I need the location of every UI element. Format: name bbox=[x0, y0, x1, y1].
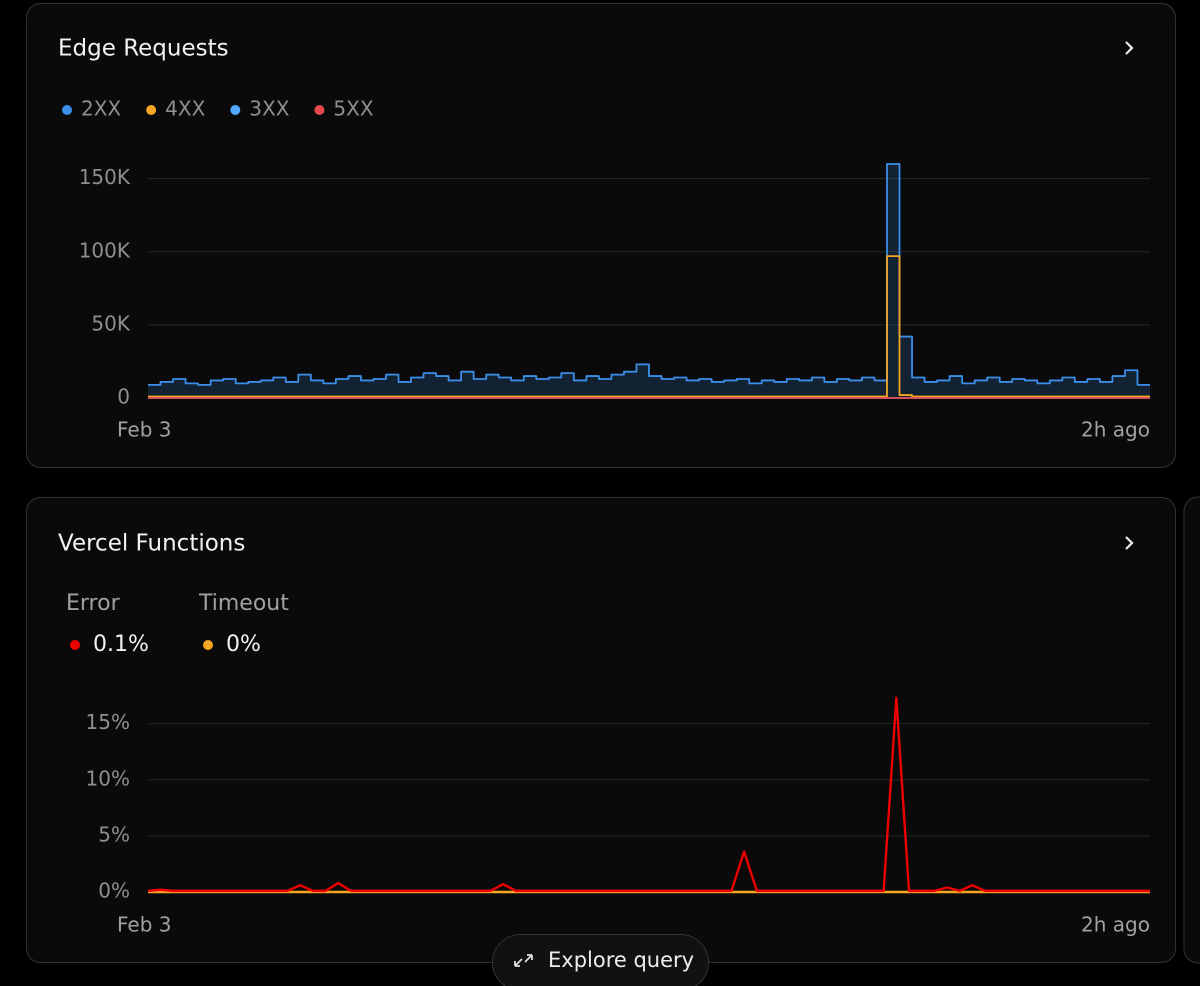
x-tick-label: Feb 3 bbox=[117, 418, 172, 442]
legend-dot bbox=[62, 105, 72, 115]
legend-total: 0% bbox=[226, 632, 261, 657]
y-tick-label: 0% bbox=[98, 879, 130, 903]
legend-dot bbox=[203, 640, 213, 650]
y-tick-label: 100K bbox=[79, 238, 131, 262]
chevron[interactable] bbox=[1125, 536, 1134, 550]
series-line bbox=[148, 255, 1150, 398]
button-bg[interactable] bbox=[492, 934, 709, 986]
y-tick-label: 150K bbox=[79, 165, 131, 189]
card[interactable] bbox=[26, 3, 1176, 468]
next-card bbox=[1183, 496, 1200, 964]
expand-icon bbox=[514, 954, 533, 967]
x-tick-label: 2h ago bbox=[1081, 418, 1150, 442]
legend-label: 2XX bbox=[81, 97, 121, 121]
legend-label: 3XX bbox=[249, 97, 289, 121]
legend-label: 4XX bbox=[165, 97, 205, 121]
legend-dot bbox=[70, 640, 80, 650]
legend-dot bbox=[230, 105, 241, 115]
y-tick-label: 10% bbox=[86, 766, 130, 790]
chart-title: Vercel Functions bbox=[58, 531, 245, 557]
chart-title: Edge Requests bbox=[58, 36, 229, 62]
legend-label: Timeout bbox=[198, 591, 289, 616]
y-tick-label: 0 bbox=[117, 385, 130, 409]
y-tick-label: 5% bbox=[98, 822, 130, 846]
button-label[interactable]: Explore query bbox=[548, 948, 694, 972]
chevron[interactable] bbox=[1125, 41, 1134, 55]
series-line bbox=[148, 163, 1150, 386]
legend-total: 0.1% bbox=[93, 632, 149, 657]
legend-dot bbox=[314, 105, 325, 115]
y-tick-label: 15% bbox=[86, 710, 130, 734]
x-tick-label: Feb 3 bbox=[117, 913, 172, 937]
legend-label: 5XX bbox=[333, 97, 373, 121]
explore-button[interactable]: Explore query bbox=[492, 934, 709, 986]
legend-dot bbox=[146, 105, 157, 115]
series-line bbox=[147, 696, 1150, 893]
legend-label: Error bbox=[66, 591, 121, 616]
x-tick-label: 2h ago bbox=[1081, 913, 1150, 937]
y-tick-label: 50K bbox=[91, 311, 130, 335]
